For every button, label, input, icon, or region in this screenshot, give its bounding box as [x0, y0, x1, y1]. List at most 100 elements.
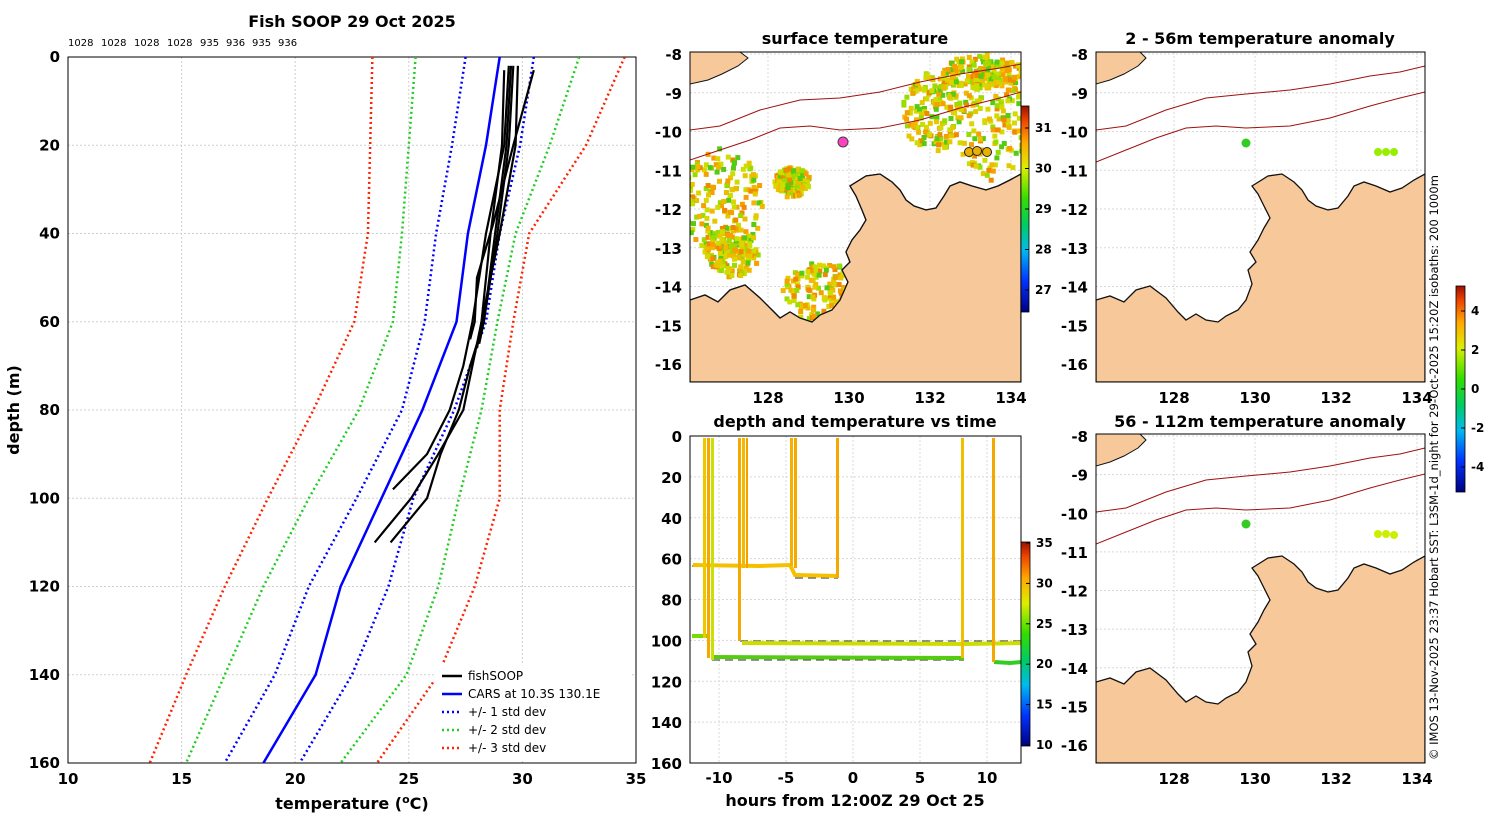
profile-grid	[67, 56, 637, 764]
sst-y-tick: -9	[665, 85, 682, 103]
anomaly-map-2-title: 56 - 112m temperature anomaly	[1114, 412, 1406, 431]
timeseries-x-ticks: -10 -5 0 5 10	[705, 769, 997, 787]
ts-cast	[794, 438, 797, 568]
anomaly-colorbar-ticks: 4 2 0 -2 -4	[1461, 304, 1484, 474]
legend-label: CARS at 10.3S 130.1E	[468, 687, 600, 701]
profile-x-ticks: 10 15 20 25 30 35	[58, 770, 647, 788]
anomaly-map-1-isobath-200	[1096, 65, 1425, 131]
sst-x-tick: 128	[752, 389, 783, 407]
anomaly-map-1-content	[1096, 52, 1425, 382]
ts-x-tick: -5	[778, 769, 795, 787]
timeseries-title: depth and temperature vs time	[713, 412, 996, 431]
anom2-x-tick: 134	[1401, 770, 1432, 788]
ts-y-tick: 60	[661, 551, 682, 569]
anom2-x-tick: 132	[1320, 770, 1351, 788]
ts-y-tick: 140	[651, 714, 682, 732]
anomaly-map-1-x-ticks: 128 130 132 134	[1158, 389, 1432, 407]
profile-series-line	[339, 57, 581, 763]
anomaly-map-1-marker	[1382, 148, 1390, 156]
ts-y-tick: 160	[651, 755, 682, 773]
profile-x-tick: 35	[626, 770, 647, 788]
profile-x-tick: 15	[171, 770, 192, 788]
profile-y-tick: 160	[29, 754, 60, 772]
anom2-y-tick: -8	[1071, 428, 1088, 446]
ts-cast	[746, 438, 748, 568]
drop-id: 1028	[101, 38, 126, 49]
profile-y-ticks: 0 20 40 60 80 100 120 140 160	[29, 48, 60, 772]
ts-cast	[711, 438, 714, 660]
anom1-x-tick: 132	[1320, 389, 1351, 407]
ts-x-tick: 10	[977, 769, 998, 787]
sst-isobath-200	[690, 63, 1021, 131]
profile-x-label: temperature (oC)	[275, 793, 428, 813]
sst-y-tick: -12	[655, 201, 682, 219]
timeseries-panel: depth and temperature vs time	[651, 412, 1053, 810]
anom1-x-tick: 128	[1158, 389, 1189, 407]
anom1-y-tick: -12	[1061, 201, 1088, 219]
credit-text: © IMOS 13-Nov-2025 23:37 Hobart SST: L3S…	[1427, 175, 1441, 760]
sst-y-tick: -11	[655, 162, 682, 180]
sst-marker	[982, 147, 992, 157]
colorbar-tick: 4	[1471, 304, 1479, 318]
timeseries-traces	[692, 438, 1021, 666]
sst-land-north	[690, 52, 749, 85]
colorbar-tick: 30	[1036, 576, 1053, 590]
anomaly-map-2-y-ticks: -8 -9 -10 -11 -12 -13 -14 -15 -16	[1061, 428, 1088, 755]
colorbar-tick: 2	[1471, 343, 1479, 357]
profile-y-tick: 120	[29, 578, 60, 596]
profile-axes-frame	[67, 56, 637, 764]
colorbar-tick: -4	[1471, 460, 1484, 474]
sst-map-title: surface temperature	[762, 29, 949, 48]
profile-y-tick: 100	[29, 489, 60, 507]
colorbar-tick: 27	[1035, 283, 1052, 297]
profile-series-line	[298, 57, 536, 763]
anomaly-map-2-x-ticks: 128 130 132 134	[1158, 770, 1432, 788]
ts-cast	[992, 438, 995, 662]
fishsoop-profile-line	[373, 65, 519, 544]
sst-y-tick: -14	[655, 279, 682, 297]
drop-id-row: 1028 1028 1028 1028 935 936 935 936	[68, 38, 297, 49]
drop-id: 1028	[134, 38, 159, 49]
anom2-y-tick: -15	[1061, 698, 1088, 716]
drop-id: 935	[200, 38, 219, 49]
anomaly-map-2-marker	[1374, 530, 1382, 538]
profile-series-line	[262, 57, 501, 763]
anom1-y-tick: -11	[1061, 162, 1088, 180]
anomaly-map-1-land	[1096, 173, 1425, 382]
legend-box	[434, 664, 630, 760]
fishsoop-profile-line	[389, 65, 513, 544]
profile-lines	[148, 57, 626, 763]
anomaly-map-2-marker	[1382, 530, 1390, 538]
sst-y-tick: -13	[655, 240, 682, 258]
profile-x-tick: 30	[512, 770, 533, 788]
ts-cast	[961, 438, 964, 658]
anomaly-map-1-land-north	[1096, 52, 1147, 85]
anomaly-map-2-panel: 56 - 112m temperature anomaly -8 -9 -10 -11…	[1061, 412, 1433, 788]
sst-y-tick: -15	[655, 317, 682, 335]
anomaly-map-1-marker	[1374, 148, 1382, 156]
anom1-y-tick: -8	[1071, 46, 1088, 64]
ts-y-tick: 40	[661, 510, 682, 528]
anomaly-map-2-land-north	[1096, 434, 1147, 467]
anom2-y-tick: -16	[1061, 737, 1088, 755]
anomaly-map-1-y-ticks: -8 -9 -10 -11 -12 -13 -14 -15 -16	[1061, 46, 1088, 374]
colorbar-tick: 25	[1036, 617, 1053, 631]
anomaly-map-2-frame	[1095, 433, 1426, 764]
colorbar-tick: 0	[1471, 382, 1479, 396]
anomaly-map-2-marker	[1241, 519, 1251, 529]
sst-y-tick: -8	[665, 46, 682, 64]
profile-y-label: depth (m)	[4, 365, 23, 455]
ts-trace	[741, 641, 1021, 647]
drop-id: 1028	[167, 38, 192, 49]
profile-legend: fishSOOP CARS at 10.3S 130.1E +/- 1 std de…	[434, 664, 630, 760]
anomaly-map-1-title: 2 - 56m temperature anomaly	[1125, 29, 1395, 48]
sst-marker-reference	[837, 136, 849, 148]
anomaly-map-1-marker	[1390, 148, 1398, 156]
timeseries-colorbar-ticks: 35 30 25 20 15 10	[1026, 536, 1053, 752]
profile-series-line	[375, 57, 626, 763]
anomaly-map-2-isobath-1000	[1096, 473, 1425, 545]
anom1-y-tick: -9	[1071, 85, 1088, 103]
anom2-y-tick: -14	[1061, 660, 1088, 678]
legend-label: +/- 3 std dev	[468, 741, 546, 755]
profile-y-tick: 40	[39, 225, 60, 243]
